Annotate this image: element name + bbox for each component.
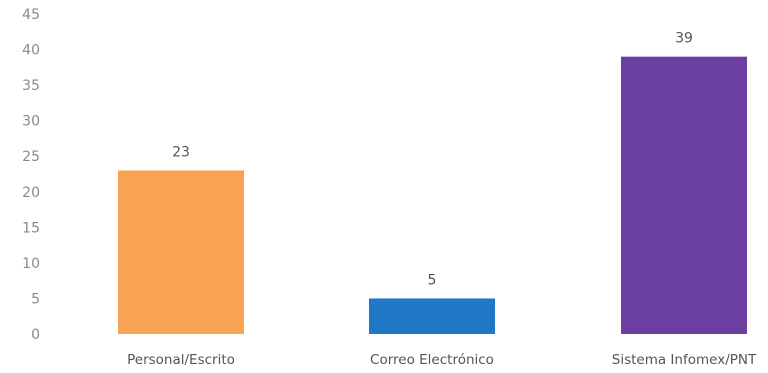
y-tick-label: 45 <box>22 7 40 23</box>
y-tick-label: 10 <box>22 256 40 272</box>
data-label: 23 <box>172 144 190 160</box>
y-axis: 0 5 10 15 20 25 30 35 40 45 <box>22 7 40 343</box>
bar <box>621 56 747 335</box>
data-label: 39 <box>675 31 693 47</box>
y-tick-label: 40 <box>22 43 40 59</box>
x-category-label: Correo Electrónico <box>370 352 494 368</box>
y-tick-label: 5 <box>31 291 40 307</box>
x-category-label: Personal/Escrito <box>127 352 235 368</box>
bars <box>118 56 747 335</box>
y-tick-label: 0 <box>31 327 40 343</box>
y-tick-label: 20 <box>22 185 40 201</box>
bar <box>369 298 495 334</box>
x-axis: Personal/Escrito Correo Electrónico Sistem… <box>127 352 757 368</box>
data-label: 5 <box>428 272 437 288</box>
x-category-label: Sistema Infomex/PNT <box>612 352 757 368</box>
data-labels: 23 5 39 <box>172 31 693 289</box>
y-tick-label: 35 <box>22 78 40 94</box>
bar <box>118 170 244 334</box>
y-tick-label: 25 <box>22 149 40 165</box>
y-tick-label: 30 <box>22 114 40 130</box>
y-tick-label: 15 <box>22 220 40 236</box>
